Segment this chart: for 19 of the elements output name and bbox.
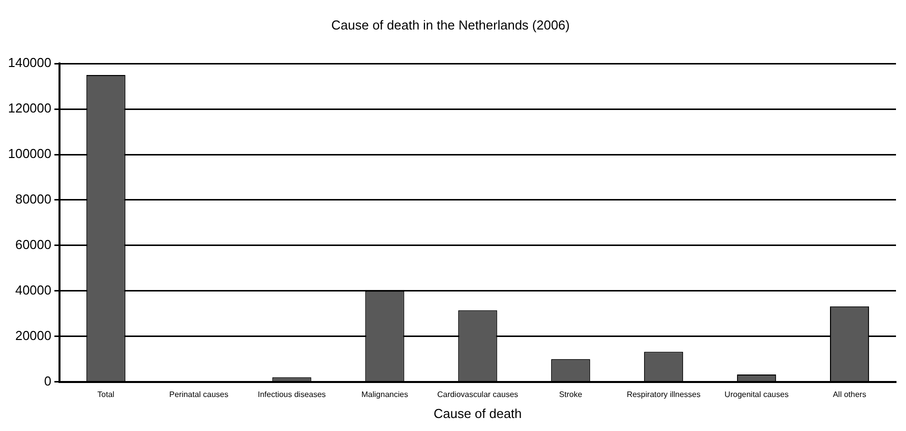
x-tick-label: Cardiovascular causes — [437, 390, 518, 399]
x-tick-label: Total — [97, 390, 115, 399]
chart-title: Cause of death in the Netherlands (2006) — [331, 17, 570, 32]
y-tick-label: 40000 — [15, 282, 52, 298]
y-tick-label: 140000 — [8, 55, 52, 70]
y-tick-label: 60000 — [15, 237, 52, 252]
x-tick-label: All others — [832, 390, 866, 399]
y-tick-label: 80000 — [15, 192, 52, 207]
x-tick-label: Infectious diseases — [258, 390, 326, 399]
y-tick-label: 120000 — [8, 100, 52, 116]
x-axis-title: Cause of death — [434, 406, 522, 421]
x-tick-label: Urogenital causes — [724, 390, 789, 399]
x-tick-label: Stroke — [559, 390, 583, 399]
x-tick-label: Perinatal causes — [169, 390, 228, 399]
x-tick-label: Malignancies — [361, 390, 408, 399]
x-tick-label: Respiratory illnesses — [626, 390, 701, 399]
y-tick-label: 20000 — [15, 328, 52, 343]
y-tick-label: 0 — [44, 373, 52, 388]
y-tick-label: 100000 — [8, 146, 52, 162]
